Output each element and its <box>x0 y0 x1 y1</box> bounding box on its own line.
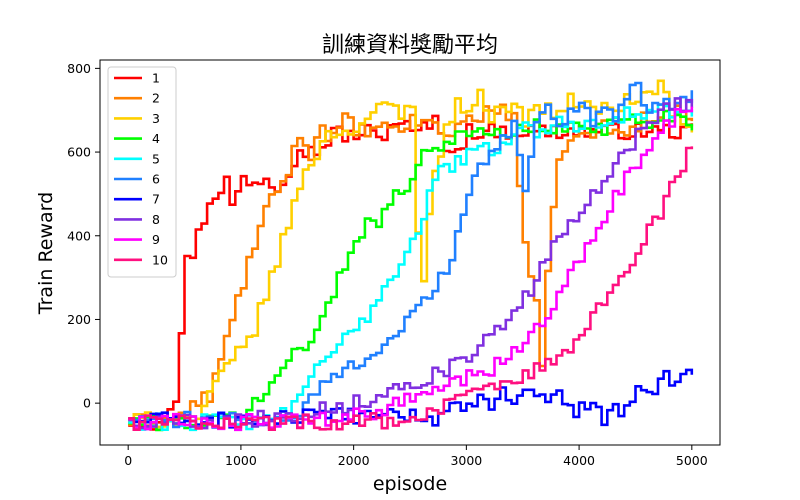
x-tick-label: 3000 <box>450 453 482 468</box>
series-line-1 <box>128 114 694 431</box>
x-tick-label: 1000 <box>225 453 257 468</box>
x-tick-label: 4000 <box>563 453 595 468</box>
y-tick-label: 800 <box>67 61 91 76</box>
x-tick-label: 0 <box>124 453 132 468</box>
series-layer <box>128 79 694 432</box>
legend-label-5: 5 <box>152 151 160 166</box>
y-tick-label: 0 <box>83 396 91 411</box>
legend-label-10: 10 <box>152 252 168 267</box>
x-tick-label: 5000 <box>676 453 708 468</box>
legend-label-7: 7 <box>152 192 160 207</box>
series-line-2 <box>128 103 694 429</box>
legend: 1 2 3 4 5 6 7 8 9 10 <box>107 66 177 278</box>
y-tick-label: 200 <box>67 312 91 327</box>
plot-area <box>99 59 721 446</box>
legend-label-1: 1 <box>152 71 160 86</box>
series-line-7 <box>128 368 694 429</box>
y-axis: 0 200 400 600 800 <box>67 61 100 411</box>
legend-label-6: 6 <box>152 172 160 187</box>
legend-label-8: 8 <box>152 212 160 227</box>
chart-title: 訓練資料獎勵平均 <box>322 33 498 58</box>
legend-label-2: 2 <box>152 91 160 106</box>
legend-label-3: 3 <box>152 111 160 126</box>
y-tick-label: 400 <box>67 228 91 243</box>
x-axis-label: episode <box>373 473 447 495</box>
y-axis-label: Train Reward <box>35 192 57 315</box>
series-line-10 <box>128 146 694 431</box>
legend-label-9: 9 <box>152 232 160 247</box>
x-axis: 0 1000 2000 3000 4000 5000 <box>124 445 708 468</box>
x-tick-label: 2000 <box>338 453 370 468</box>
series-line-3 <box>128 79 694 429</box>
legend-label-4: 4 <box>152 131 160 146</box>
y-tick-label: 600 <box>67 145 91 160</box>
